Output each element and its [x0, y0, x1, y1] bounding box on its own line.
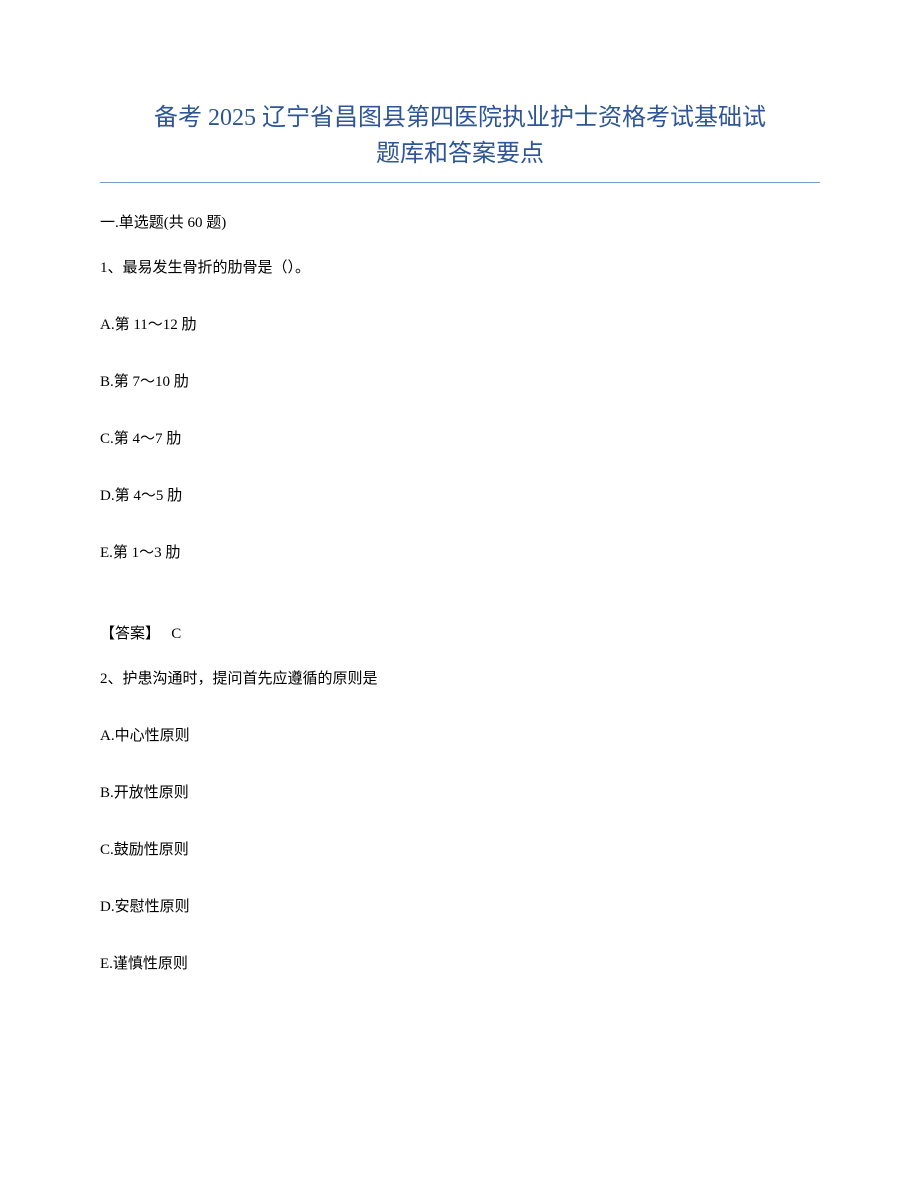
option-d: D.第 4～5 肋 — [100, 484, 820, 505]
title-line-1: 备考 2025 辽宁省昌图县第四医院执业护士资格考试基础试 — [154, 105, 766, 131]
option-d: D.安慰性原则 — [100, 895, 820, 916]
option-b: B.开放性原则 — [100, 781, 820, 802]
title-underline — [100, 182, 820, 183]
question-text: 护患沟通时，提问首先应遵循的原则是 — [123, 671, 378, 687]
option-c: C.第 4～7 肋 — [100, 427, 820, 448]
option-a: A.中心性原则 — [100, 724, 820, 745]
option-e: E.第 1～3 肋 — [100, 541, 820, 562]
option-a: A.第 11～12 肋 — [100, 313, 820, 334]
answer-block: 【答案】 C — [100, 622, 820, 643]
question-number: 2、 — [100, 671, 123, 687]
option-e: E.谨慎性原则 — [100, 952, 820, 973]
title-line-2: 题库和答案要点 — [376, 141, 544, 167]
question-number: 1、 — [100, 260, 123, 276]
section-header: 一.单选题(共 60 题) — [100, 211, 820, 232]
question-1: 1、最易发生骨折的肋骨是（）。 — [100, 256, 820, 277]
question-text: 最易发生骨折的肋骨是（）。 — [123, 260, 311, 276]
question-2: 2、护患沟通时，提问首先应遵循的原则是 — [100, 667, 820, 688]
answer-value: C — [171, 626, 181, 642]
answer-label: 【答案】 — [100, 626, 160, 642]
option-b: B.第 7～10 肋 — [100, 370, 820, 391]
document-title: 备考 2025 辽宁省昌图县第四医院执业护士资格考试基础试 题库和答案要点 — [100, 100, 820, 172]
option-c: C.鼓励性原则 — [100, 838, 820, 859]
